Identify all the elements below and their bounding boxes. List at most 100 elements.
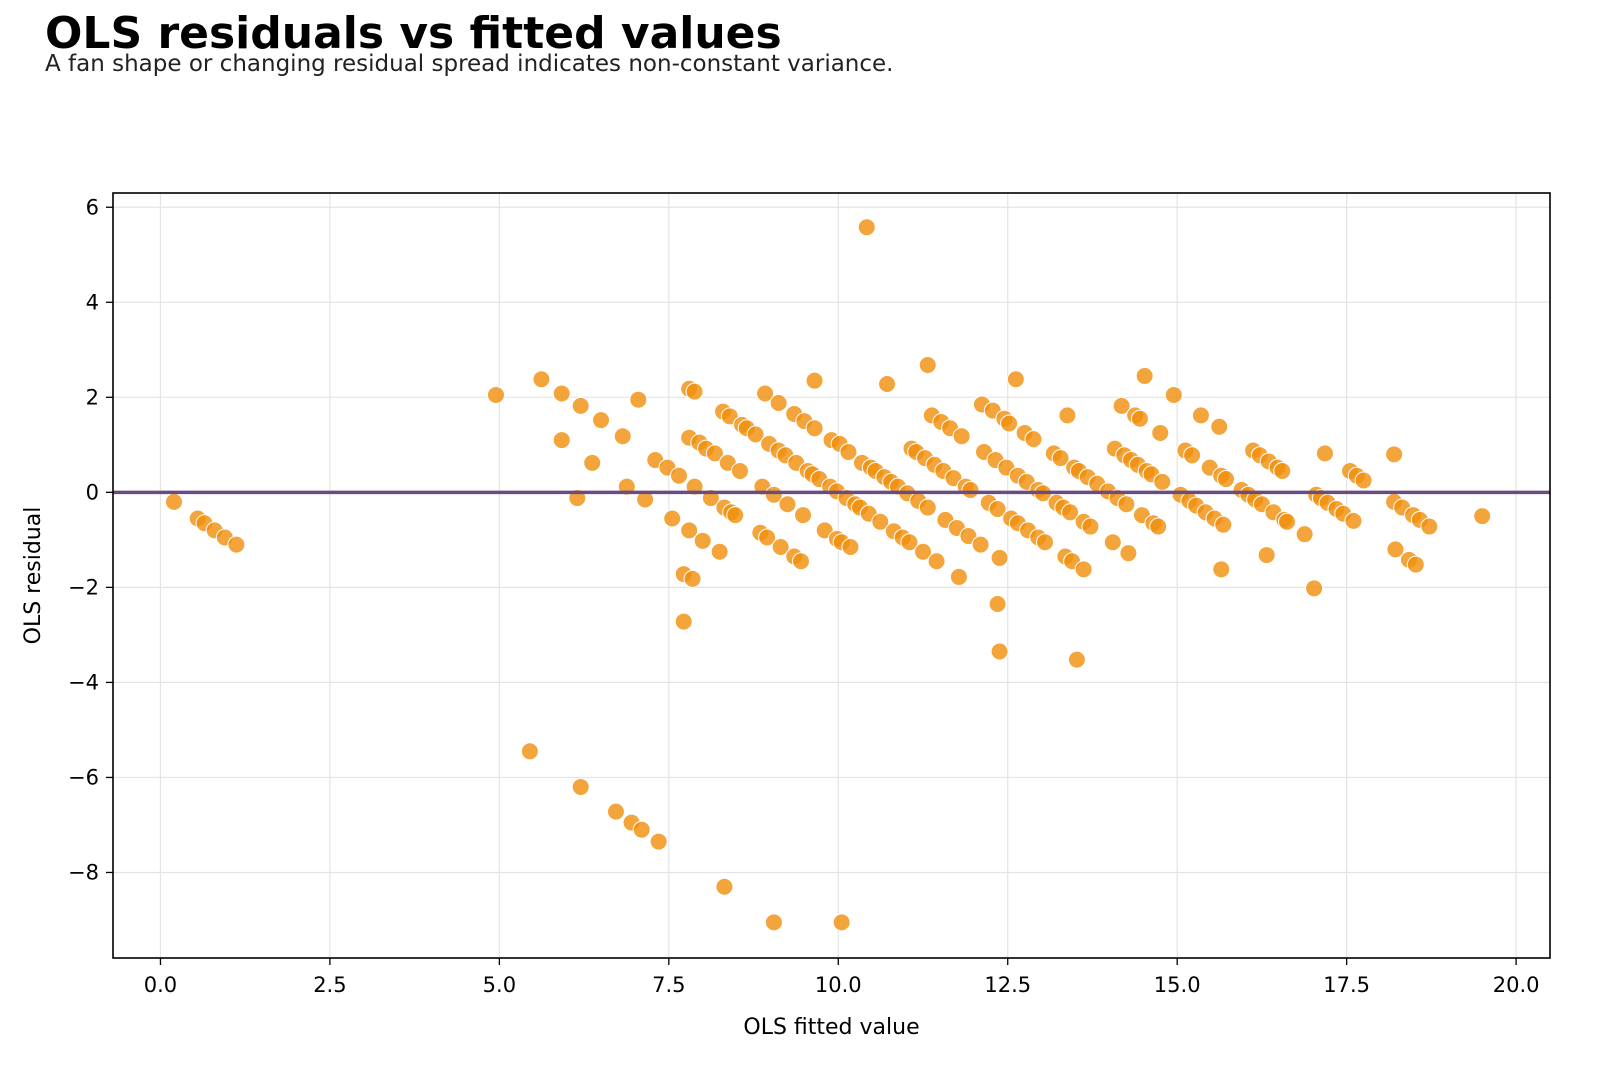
y-tick-label: −6 [68,765,99,789]
data-point [1006,370,1025,389]
data-point [791,552,810,571]
data-point [649,832,668,851]
data-point [988,595,1007,614]
x-tick-label: 0.0 [144,973,177,997]
data-point [1278,512,1297,531]
data-point [629,390,648,409]
data-point [918,498,937,517]
data-point [613,427,632,446]
data-point [1074,560,1093,579]
data-point [663,509,682,528]
y-tick-label: −4 [68,670,99,694]
data-point [815,521,834,540]
data-point [1183,446,1202,465]
data-point [592,411,611,430]
data-point [988,499,1007,518]
data-point [1216,470,1235,489]
data-point [571,396,590,415]
data-point [1112,396,1131,415]
data-point [520,742,539,761]
x-tick-label: 2.5 [313,973,346,997]
y-tick-label: −2 [68,575,99,599]
data-point [583,453,602,472]
data-point [1024,430,1043,449]
data-point [1151,423,1170,442]
chart-title: OLS residuals vs fitted values [45,8,782,59]
x-tick-label: 17.5 [1323,973,1370,997]
data-point [805,371,824,390]
data-point [746,425,765,444]
data-point [1164,385,1183,404]
data-point [227,535,246,554]
data-point [1061,503,1080,522]
data-point [914,542,933,561]
grid [113,193,1550,958]
data-point [1273,461,1292,480]
data-point [1420,517,1439,536]
data-point [918,356,937,375]
data-point [1153,472,1172,491]
data-point [1130,409,1149,428]
data-point [571,777,590,796]
data-point [532,370,551,389]
data-point [1305,579,1324,598]
data-point [927,552,946,571]
y-tick-label: 0 [86,480,99,504]
data-point [1385,445,1404,464]
y-tick-label: 6 [86,195,99,219]
data-point [794,506,813,525]
data-point [705,444,724,463]
data-point [680,521,699,540]
data-point [1257,546,1276,565]
data-point [764,913,783,932]
y-tick-label: −8 [68,860,99,884]
data-point [1117,495,1136,514]
data-point [841,537,860,556]
x-tick-label: 10.0 [815,973,862,997]
data-point [1000,414,1019,433]
data-point [878,375,897,394]
data-point [715,877,734,896]
y-tick-label: 4 [86,290,99,314]
data-point [839,442,858,461]
data-point [1135,366,1154,385]
data-point [552,384,571,403]
data-point [1295,525,1314,544]
data-point [971,535,990,554]
plot-frame [112,192,1551,959]
data-point [805,419,824,438]
data-point [944,469,963,488]
points [165,218,1492,932]
data-point [871,512,890,531]
data-point [900,533,919,552]
data-point [1081,517,1100,536]
x-tick-label: 12.5 [984,973,1031,997]
data-point [710,542,729,561]
data-point [771,537,790,556]
data-point [1058,406,1077,425]
data-point [952,427,971,446]
data-point [1191,406,1210,425]
data-point [1315,444,1334,463]
data-point [730,461,749,480]
data-point [1354,471,1373,490]
data-point [1212,560,1231,579]
x-tick-label: 20.0 [1493,973,1540,997]
data-point [1406,555,1425,574]
data-point [632,820,651,839]
data-point [674,612,693,631]
y-axis-label: OLS residual [21,507,46,645]
data-point [758,528,777,547]
data-point [857,218,876,237]
chart-subtitle: A fan shape or changing residual spread … [45,51,894,77]
data-point [756,384,775,403]
data-point [1036,533,1055,552]
data-point [961,480,980,499]
ticks: 0.0 2.5 5.0 7.5 10.0 12.5 15.0 17.5 20.0 6 4 2 0 −2 −4… [68,195,1539,997]
y-tick-label: 2 [86,385,99,409]
data-point [1214,515,1233,534]
data-point [669,466,688,485]
data-point [1119,544,1138,563]
data-point [552,431,571,450]
